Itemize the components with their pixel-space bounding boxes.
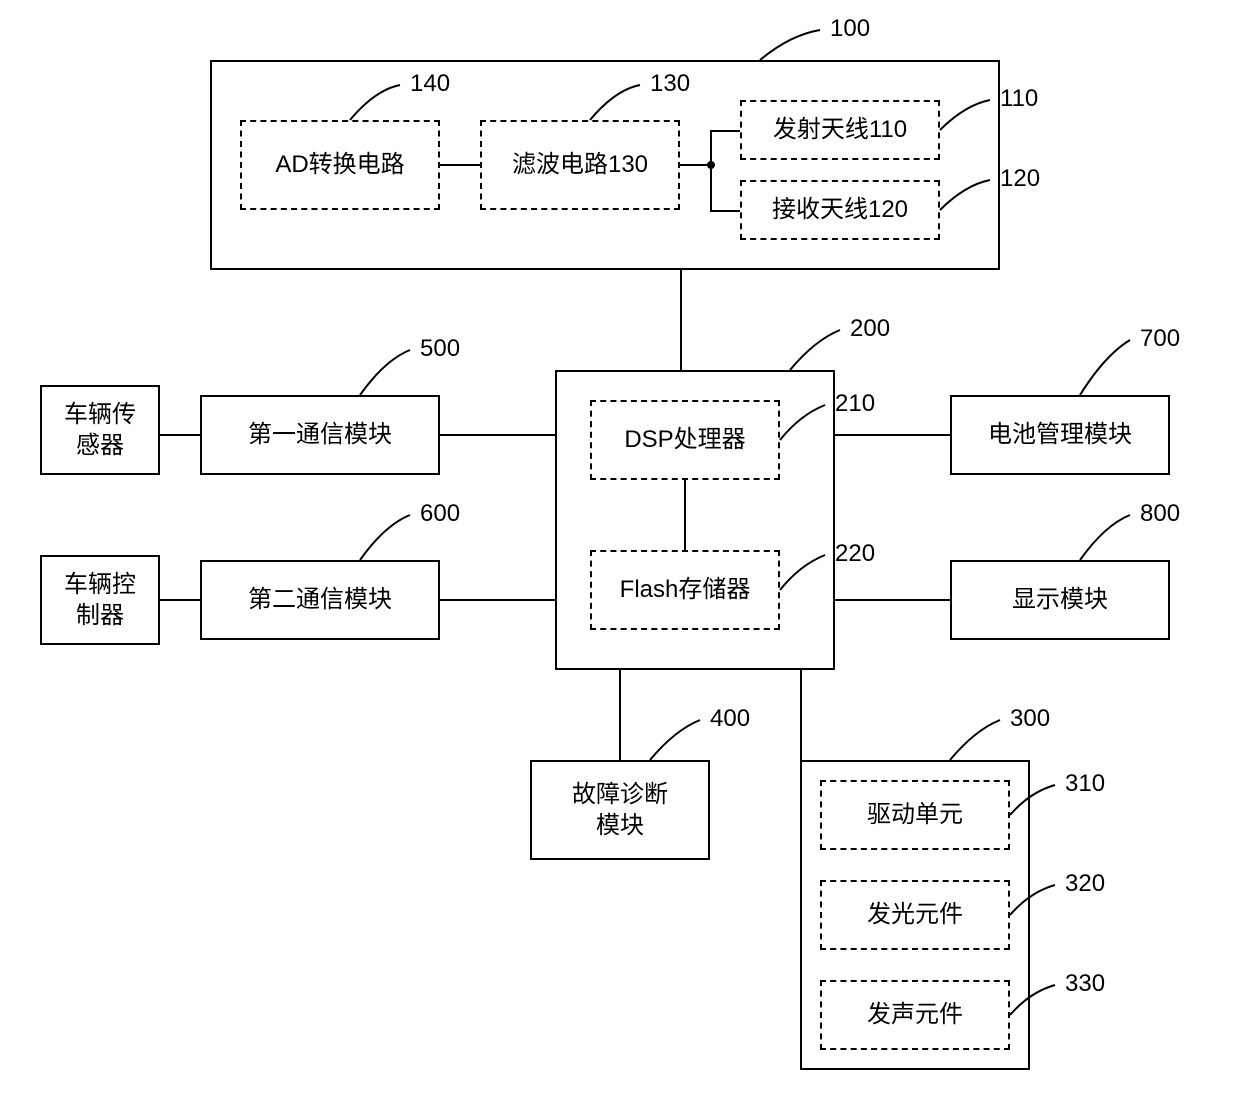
- line-sensor-500: [160, 434, 200, 436]
- line-200-700: [835, 434, 950, 436]
- block-700-label: 电池管理模块: [988, 419, 1132, 450]
- block-110-label: 发射天线110: [773, 114, 907, 145]
- ref-300: 300: [1010, 705, 1050, 733]
- block-sensor: 车辆传 感器: [40, 385, 160, 475]
- ref-220: 220: [835, 540, 875, 568]
- ref-500: 500: [420, 335, 460, 363]
- block-110: 发射天线110: [740, 100, 940, 160]
- block-140: AD转换电路: [240, 120, 440, 210]
- ref-700: 700: [1140, 325, 1180, 353]
- block-600-label: 第二通信模块: [248, 584, 392, 615]
- block-sensor-label: 车辆传 感器: [64, 399, 136, 461]
- block-320-label: 发光元件: [867, 899, 963, 930]
- leader-310: [1010, 780, 1070, 820]
- ref-100: 100: [830, 15, 870, 43]
- junction-dot: [707, 161, 715, 169]
- block-800: 显示模块: [950, 560, 1170, 640]
- ref-210: 210: [835, 390, 875, 418]
- line-junction-110: [710, 130, 740, 132]
- ref-120: 120: [1000, 165, 1040, 193]
- block-400: 故障诊断 模块: [530, 760, 710, 860]
- block-220: Flash存储器: [590, 550, 780, 630]
- block-ctrl: 车辆控 制器: [40, 555, 160, 645]
- line-130-junction: [680, 164, 710, 166]
- leader-220: [780, 550, 840, 595]
- leader-330: [1010, 980, 1070, 1020]
- block-130-label: 滤波电路130: [512, 149, 648, 180]
- ref-140: 140: [410, 70, 450, 98]
- ref-400: 400: [710, 705, 750, 733]
- line-junction-v: [710, 130, 712, 210]
- line-100-200: [680, 270, 682, 370]
- block-310: 驱动单元: [820, 780, 1010, 850]
- leader-210: [780, 400, 840, 445]
- block-400-label: 故障诊断 模块: [572, 779, 668, 841]
- block-330-label: 发声元件: [867, 999, 963, 1030]
- block-120: 接收天线120: [740, 180, 940, 240]
- ref-310: 310: [1065, 770, 1105, 798]
- block-310-label: 驱动单元: [867, 799, 963, 830]
- line-ctrl-600: [160, 599, 200, 601]
- block-500-label: 第一通信模块: [248, 419, 392, 450]
- block-120-label: 接收天线120: [772, 194, 908, 225]
- block-500: 第一通信模块: [200, 395, 440, 475]
- block-320: 发光元件: [820, 880, 1010, 950]
- block-130: 滤波电路130: [480, 120, 680, 210]
- line-200-300: [800, 670, 802, 760]
- line-junction-120: [710, 210, 740, 212]
- line-140-130: [440, 164, 480, 166]
- leader-100: [760, 25, 840, 65]
- ref-130: 130: [650, 70, 690, 98]
- line-200-400: [619, 670, 621, 760]
- block-140-label: AD转换电路: [275, 149, 404, 180]
- line-210-220: [684, 480, 686, 550]
- block-330: 发声元件: [820, 980, 1010, 1050]
- leader-320: [1010, 880, 1070, 920]
- block-220-label: Flash存储器: [620, 574, 751, 605]
- line-200-800: [835, 599, 950, 601]
- block-700: 电池管理模块: [950, 395, 1170, 475]
- ref-320: 320: [1065, 870, 1105, 898]
- block-210-label: DSP处理器: [624, 424, 745, 455]
- ref-800: 800: [1140, 500, 1180, 528]
- line-500-200: [440, 434, 555, 436]
- ref-330: 330: [1065, 970, 1105, 998]
- block-diagram: 100 AD转换电路 140 滤波电路130 130 发射天线110 110 接…: [0, 0, 1240, 1111]
- block-600: 第二通信模块: [200, 560, 440, 640]
- ref-110: 110: [1000, 85, 1038, 113]
- block-800-label: 显示模块: [1012, 584, 1108, 615]
- block-ctrl-label: 车辆控 制器: [64, 569, 136, 631]
- block-210: DSP处理器: [590, 400, 780, 480]
- line-600-200: [440, 599, 555, 601]
- ref-200: 200: [850, 315, 890, 343]
- ref-600: 600: [420, 500, 460, 528]
